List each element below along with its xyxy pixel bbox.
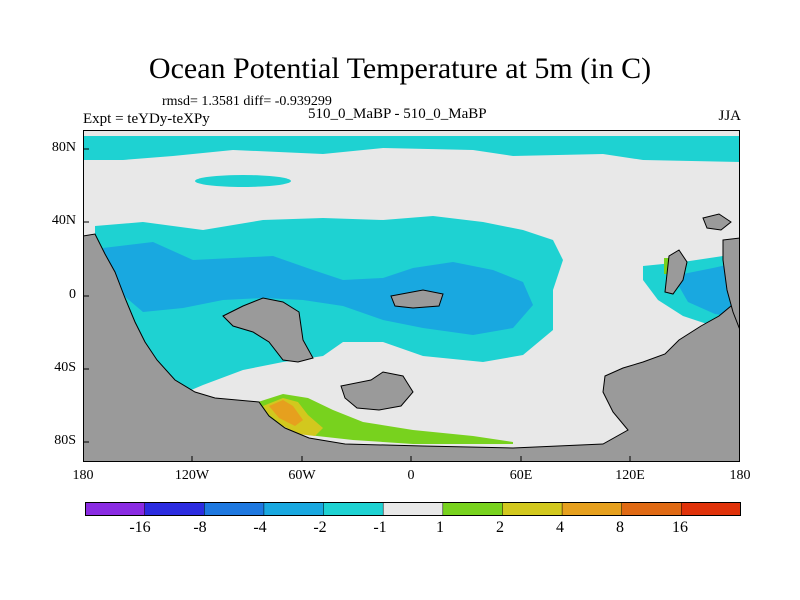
eastern-edge-land <box>722 237 740 331</box>
colorbar-label: -1 <box>373 519 387 536</box>
colorbar-cell <box>621 502 683 516</box>
colorbar-cell <box>263 502 325 516</box>
colorbar-label: -4 <box>253 519 267 536</box>
colorbar-label: 16 <box>672 519 688 536</box>
northeast-island <box>702 213 732 231</box>
lon-tick-120w: 120W <box>174 468 210 483</box>
arctic-cool-patch <box>195 175 291 187</box>
lat-tick-40n: 40N <box>51 213 76 228</box>
colorbar-cell <box>382 502 444 516</box>
temperature-map <box>83 130 740 462</box>
colorbar-cell <box>502 502 563 516</box>
eastern-island <box>664 249 688 295</box>
colorbar-label: 8 <box>616 519 624 536</box>
lat-tick-40s: 40S <box>54 360 76 375</box>
colorbar-cell <box>681 502 741 516</box>
east-cool-core <box>673 262 740 318</box>
western-continent <box>222 297 314 363</box>
southern-island <box>340 371 414 411</box>
antarctic-warm-peak <box>269 400 303 426</box>
lon-tick-180e: 180 <box>729 468 751 483</box>
lon-tick-120e: 120E <box>615 468 645 483</box>
colorbar-label: 4 <box>556 519 564 536</box>
lat-tick-0: 0 <box>69 287 76 302</box>
southern-land-mass <box>83 233 740 462</box>
lon-tick-180w: 180 <box>72 468 94 483</box>
subtitle-label: 510_0_MaBP - 510_0_MaBP <box>308 106 487 122</box>
experiment-label: Expt = teYDy-teXPy <box>83 111 210 127</box>
colorbar-cell <box>144 502 206 516</box>
lat-tick-80n: 80N <box>51 140 76 155</box>
colorbar-label: 1 <box>436 519 444 536</box>
colorbar-cell <box>204 502 265 516</box>
colorbar-label: -16 <box>129 519 151 536</box>
colorbar <box>85 502 741 516</box>
lat-tick-80s: 80S <box>54 433 76 448</box>
colorbar-cell <box>442 502 504 516</box>
central-island <box>390 289 444 309</box>
lon-tick-0: 0 <box>407 468 415 483</box>
stats-label: rmsd= 1.3581 diff= -0.939299 <box>162 94 332 109</box>
colorbar-label: -8 <box>193 519 207 536</box>
season-label: JJA <box>718 108 741 124</box>
colorbar-label: -2 <box>313 519 327 536</box>
colorbar-cell <box>561 502 623 516</box>
tropical-cool-core <box>103 242 533 335</box>
map-ticks <box>83 148 631 462</box>
colorbar-label: 2 <box>496 519 504 536</box>
antarctic-warm-streak <box>258 394 513 444</box>
lon-tick-60e: 60E <box>509 468 533 483</box>
plot-title: Ocean Potential Temperature at 5m (in C) <box>148 52 652 85</box>
colorbar-cell <box>85 502 146 516</box>
lon-tick-60w: 60W <box>288 468 316 483</box>
arctic-cool-band <box>83 136 740 162</box>
colorbar-cell <box>323 502 384 516</box>
colorbar-frame <box>85 502 741 516</box>
